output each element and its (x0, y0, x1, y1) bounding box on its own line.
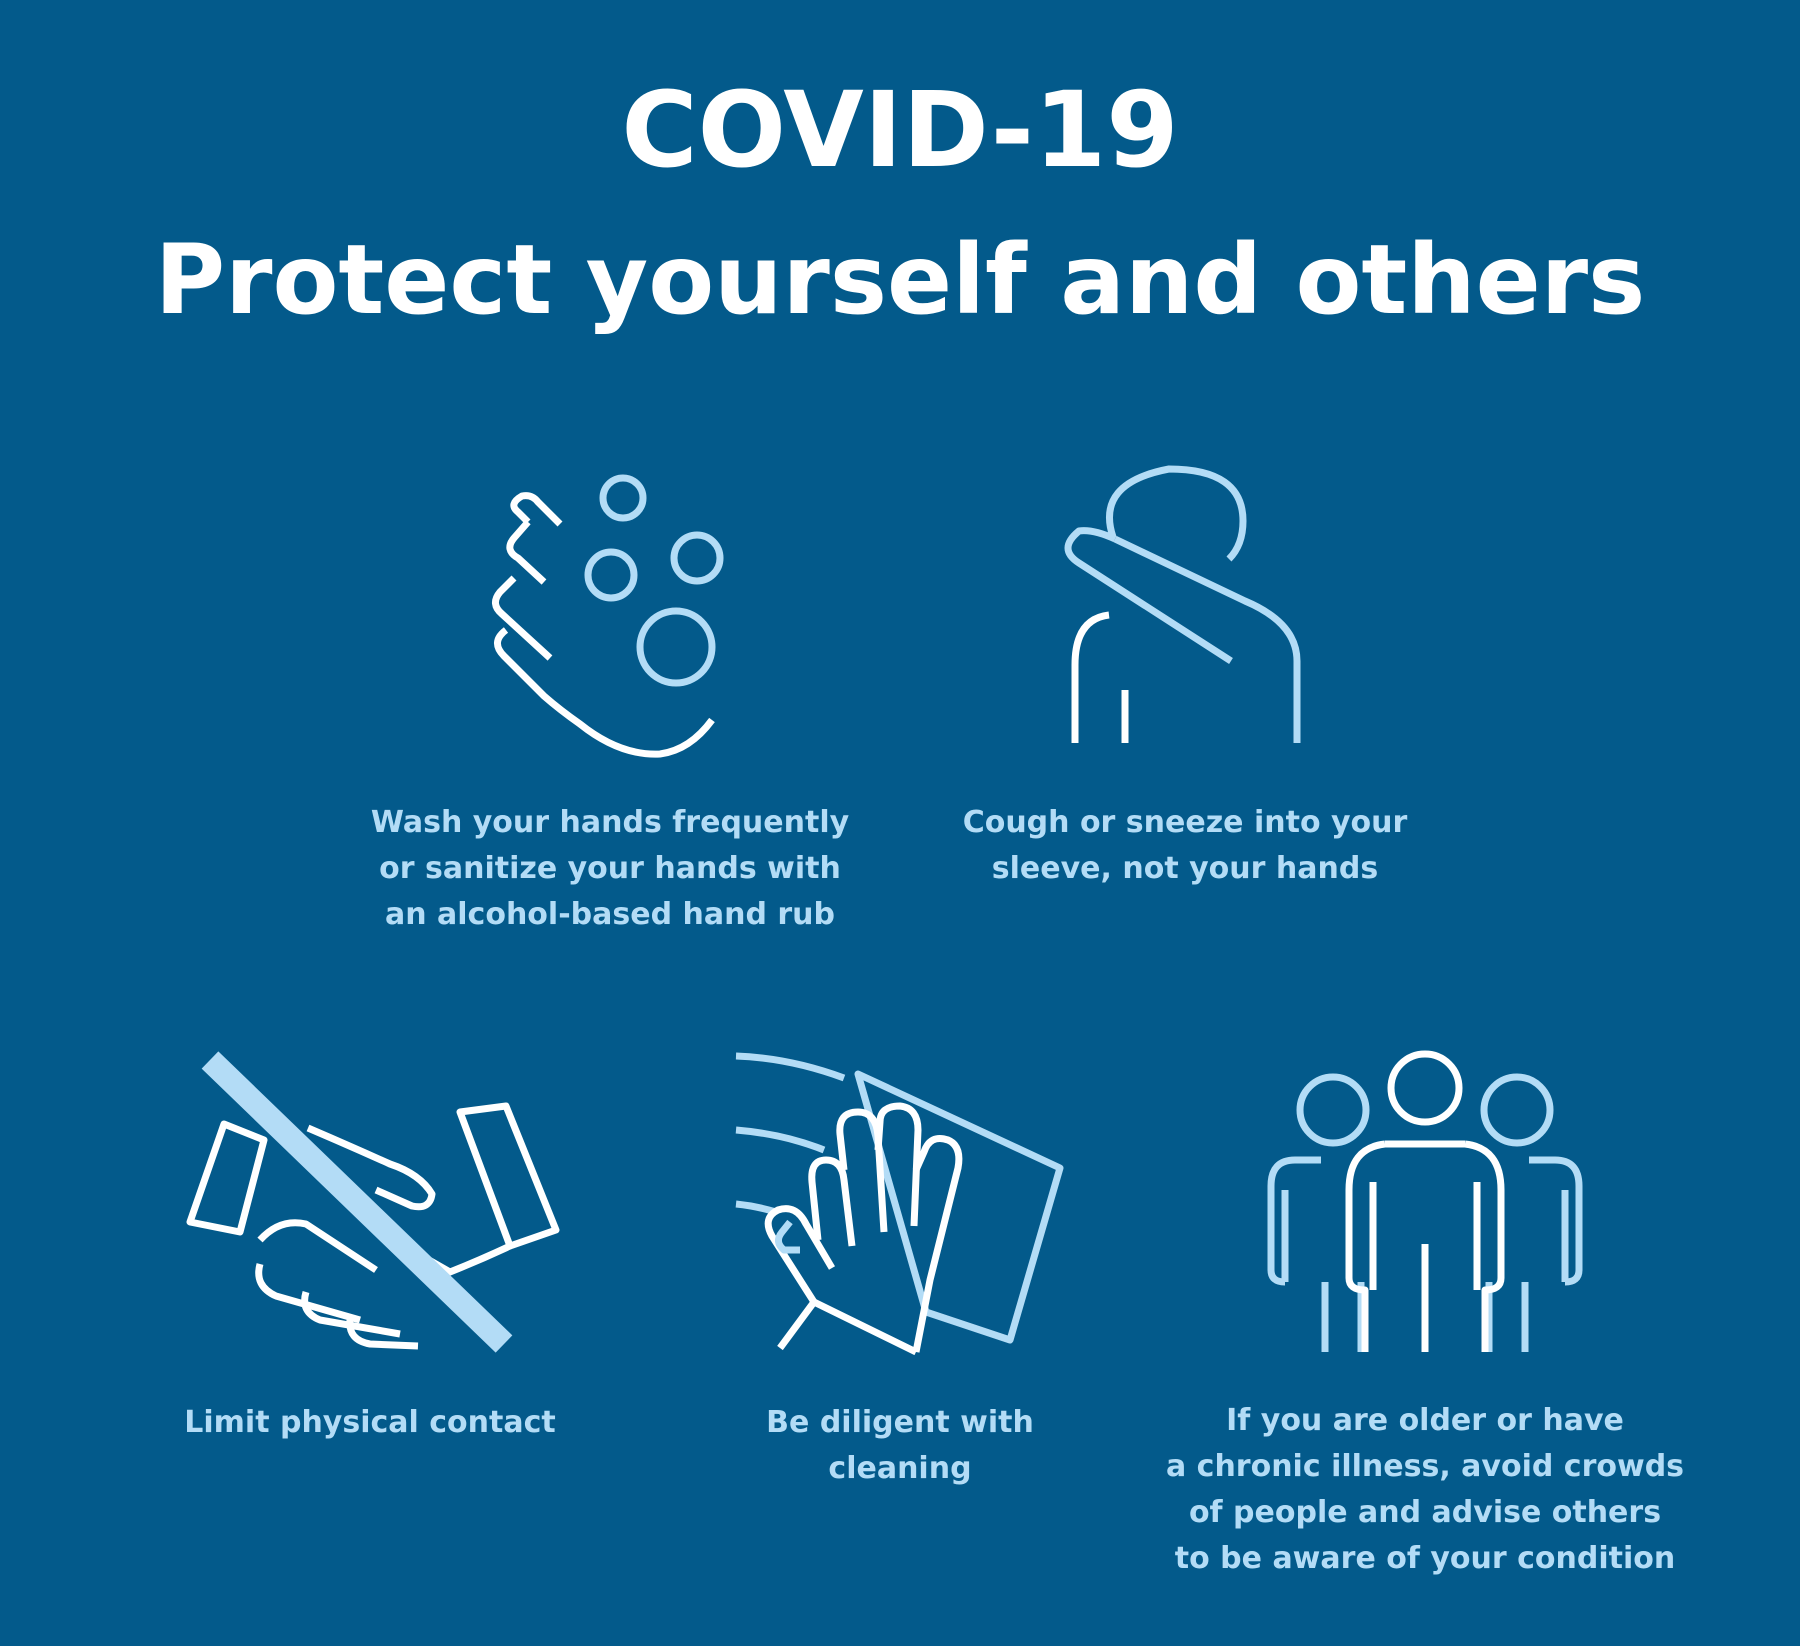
tip-caption-cough: Cough or sneeze into your sleeve, not yo… (962, 805, 1408, 886)
tip-caption-crowds: If you are older or have a chronic illne… (1165, 1403, 1685, 1576)
hand-washing-bubbles-icon (492, 474, 724, 758)
cough-into-elbow-icon (1064, 465, 1301, 743)
page-subtitle: Protect yourself and others (154, 224, 1646, 336)
group-of-people-icon (1267, 1050, 1583, 1352)
tip-caption-cleaning: Be diligent with cleaning (766, 1405, 1034, 1486)
tip-caption-limit-contact: Limit physical contact (184, 1405, 556, 1440)
no-handshake-icon (186, 1051, 560, 1353)
cleaning-cloth-hand-icon (735, 1052, 1064, 1356)
tip-caption-hand-washing: Wash your hands frequently or sanitize y… (370, 805, 850, 932)
page-title-covid19: COVID-19 (621, 69, 1179, 191)
